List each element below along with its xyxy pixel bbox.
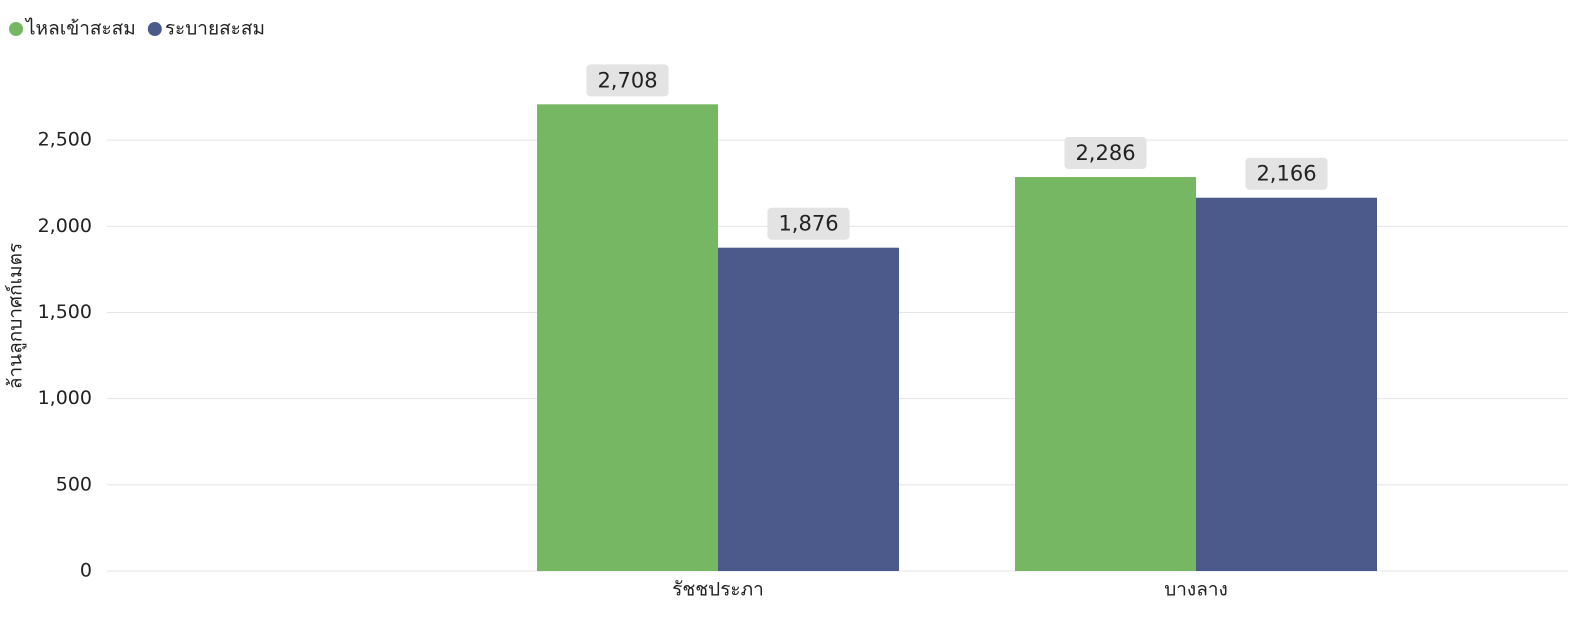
- value-label-bg: [586, 64, 669, 97]
- value-label-bg: [1245, 157, 1328, 190]
- y-tick-label: 2,500: [38, 129, 92, 151]
- y-tick-label: 1,000: [38, 387, 92, 409]
- y-tick-label: 1,500: [38, 301, 92, 323]
- y-tick-label: 0: [80, 560, 92, 582]
- legend-marker: [147, 22, 162, 36]
- y-tick-label: 500: [56, 473, 92, 495]
- bar: [537, 104, 718, 571]
- x-tick-label: รัชชประภา: [672, 579, 764, 601]
- value-label: 1,876: [778, 212, 838, 236]
- legend-label: ระบายสะสม: [165, 18, 265, 40]
- bar: [1015, 177, 1196, 571]
- value-label: 2,708: [597, 68, 657, 92]
- value-label: 2,286: [1075, 141, 1135, 165]
- value-label: 2,166: [1256, 162, 1316, 186]
- legend-marker: [9, 22, 23, 36]
- bar: [718, 247, 899, 571]
- x-tick-label: บางลาง: [1164, 579, 1228, 601]
- value-label-bg: [767, 207, 850, 240]
- y-tick-label: 2,000: [38, 215, 92, 237]
- legend-label: ไหลเข้าสะสม: [24, 18, 136, 40]
- value-label-bg: [1064, 137, 1147, 170]
- y-axis-title: ล้านลูกบาศก์เมตร: [5, 243, 27, 389]
- bar: [1196, 197, 1377, 571]
